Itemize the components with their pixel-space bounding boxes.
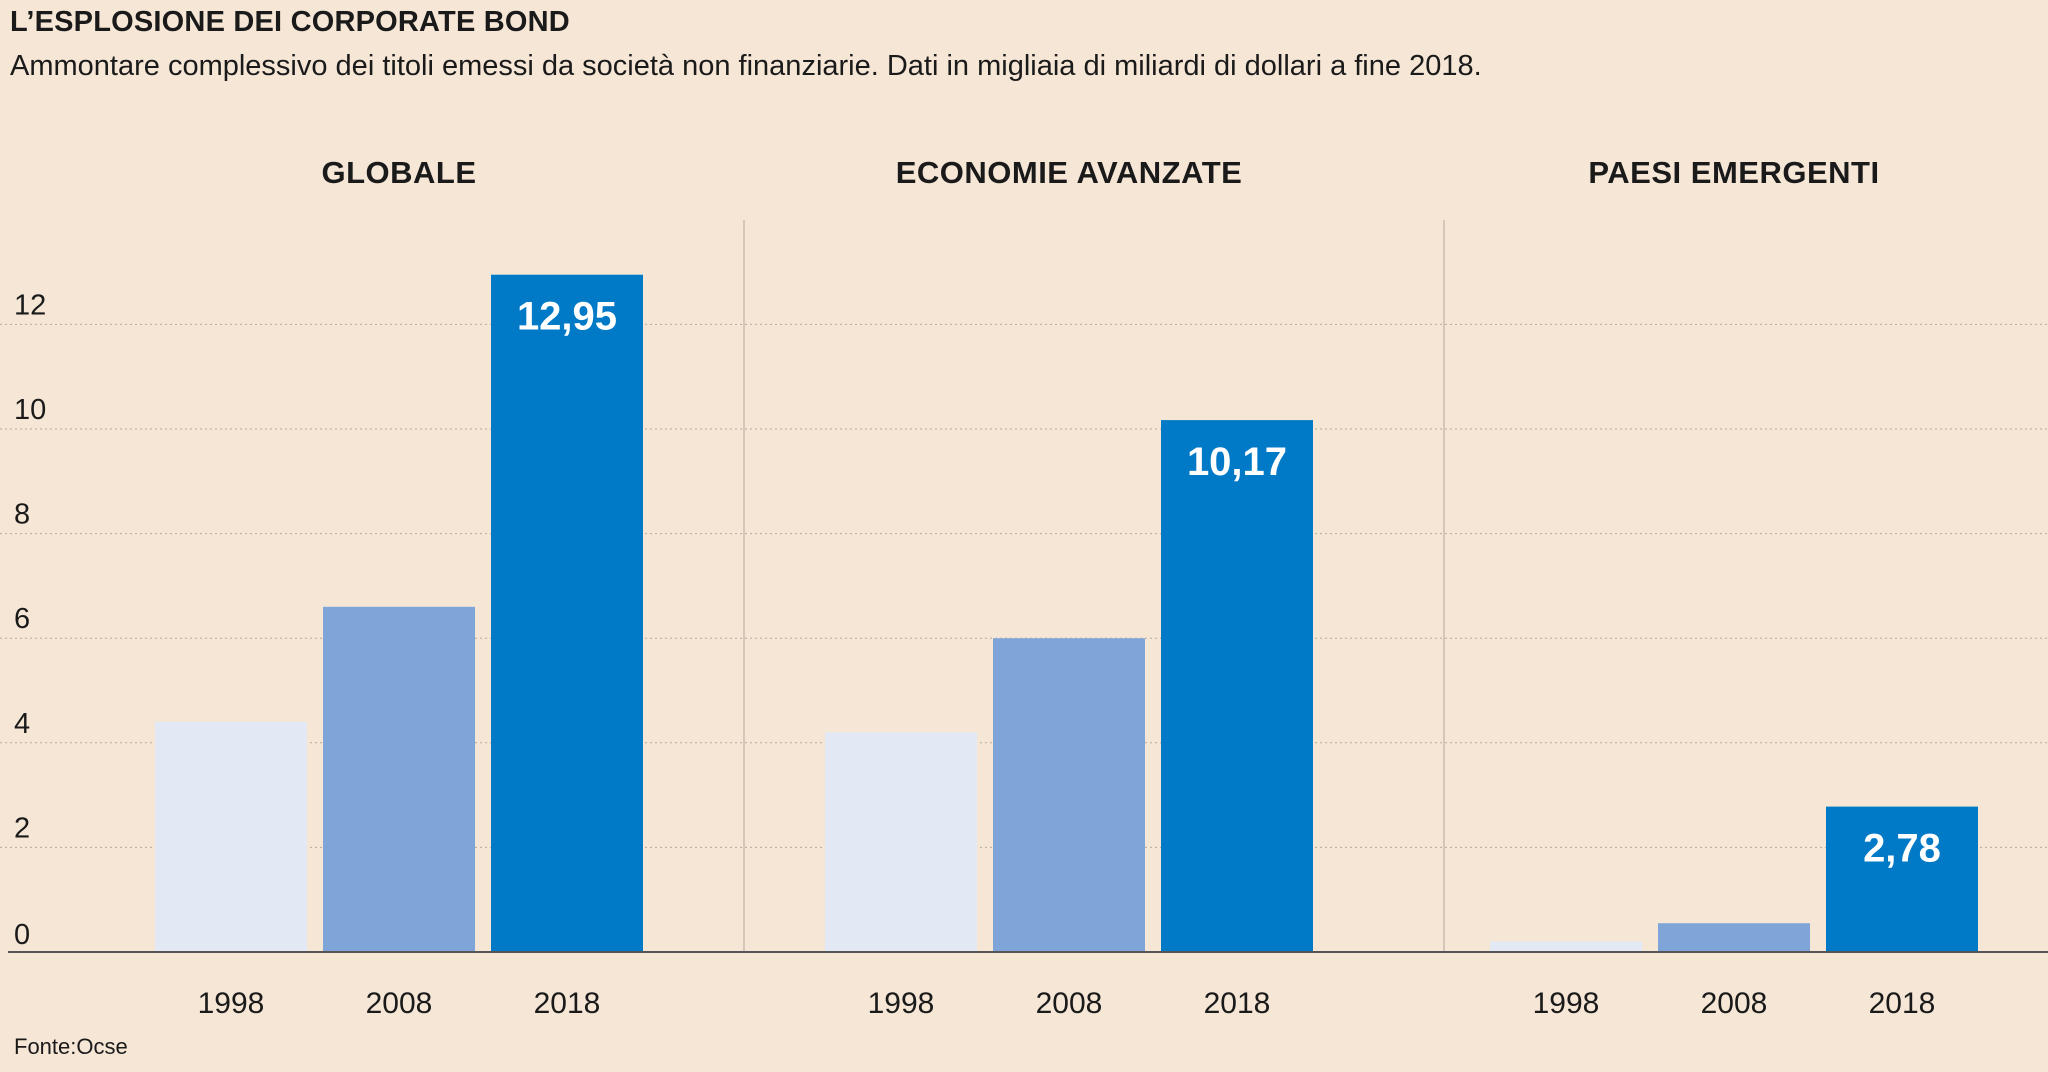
x-tick-label: 2008 [1036, 987, 1103, 1020]
bar-2018 [1826, 806, 1978, 952]
data-label: 12,95 [517, 295, 617, 339]
bar-1998 [155, 721, 307, 952]
chart-subtitle: Ammontare complessivo dei titoli emessi … [10, 50, 1482, 82]
x-tick-label: 2008 [366, 987, 433, 1020]
panel-title: ECONOMIE AVANZATE [896, 155, 1243, 190]
bar-2018 [1161, 420, 1313, 952]
data-label: 2,78 [1863, 827, 1941, 871]
bar-2008 [993, 638, 1145, 952]
x-tick-label: 1998 [198, 987, 265, 1020]
chart-title: L’ESPLOSIONE DEI CORPORATE BOND [10, 6, 570, 38]
x-tick-label: 2018 [534, 987, 601, 1020]
x-tick-label: 2018 [1204, 987, 1271, 1020]
x-tick-label: 2018 [1869, 987, 1936, 1020]
y-tick-label: 2 [14, 812, 30, 844]
bar-2008 [323, 606, 475, 952]
y-tick-label: 4 [14, 708, 30, 740]
y-tick-label: 10 [14, 394, 46, 426]
bar-1998 [825, 732, 977, 952]
bar-2008 [1658, 923, 1810, 952]
y-tick-label: 0 [14, 919, 30, 951]
y-tick-label: 6 [14, 603, 30, 635]
data-label: 10,17 [1187, 440, 1287, 484]
bar-2018 [491, 274, 643, 953]
bar-1998 [1490, 941, 1642, 952]
panel-title: PAESI EMERGENTI [1588, 155, 1879, 190]
y-tick-label: 12 [14, 289, 46, 321]
x-tick-label: 1998 [1533, 987, 1600, 1020]
x-tick-label: 2008 [1701, 987, 1768, 1020]
x-tick-label: 1998 [868, 987, 935, 1020]
y-tick-label: 8 [14, 499, 30, 531]
panel-title: GLOBALE [321, 155, 476, 190]
source-note: Fonte:Ocse [14, 1034, 128, 1059]
